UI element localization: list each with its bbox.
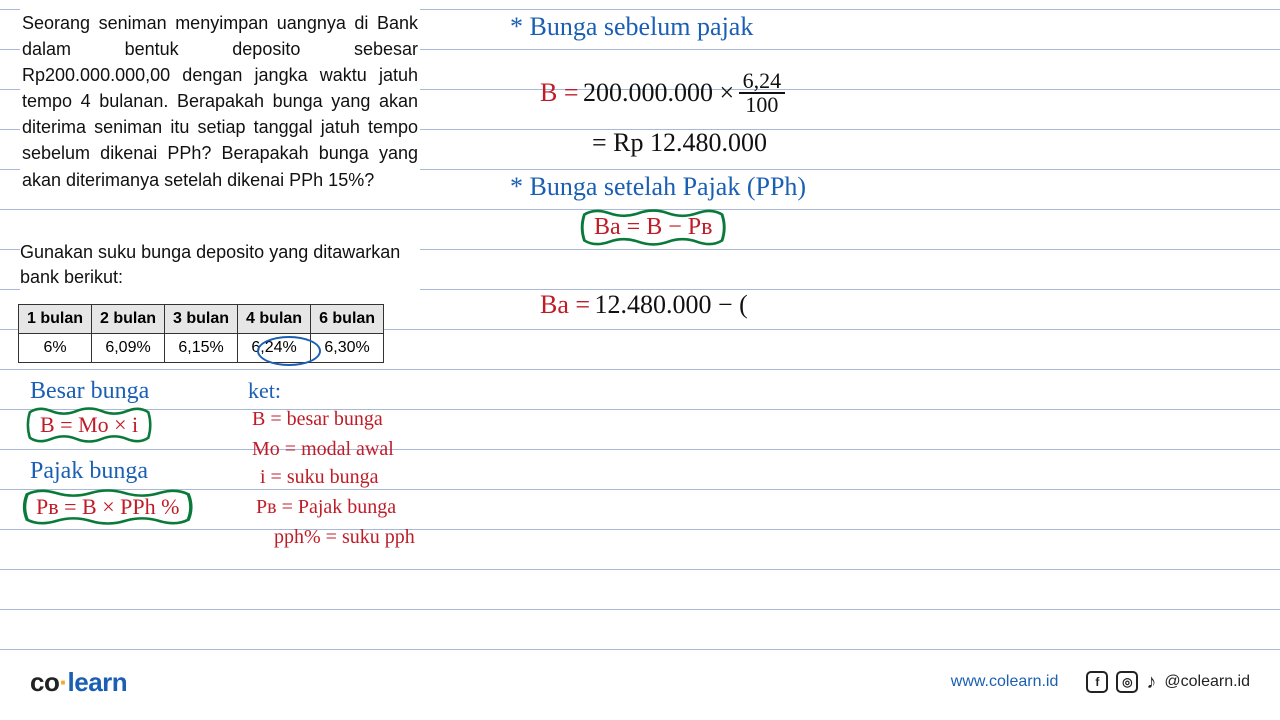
table-header: 3 bulan bbox=[165, 305, 238, 334]
facebook-icon: f bbox=[1086, 671, 1108, 693]
logo-dot-icon: · bbox=[59, 667, 67, 697]
table-header: 1 bulan bbox=[19, 305, 92, 334]
note-pajak-bunga-title: Pajak bunga bbox=[30, 458, 148, 485]
social-handle: @colearn.id bbox=[1164, 673, 1250, 691]
ket-line: Pʙ = Pajak bunga bbox=[256, 496, 396, 519]
table-cell: 6,24% bbox=[238, 334, 311, 363]
calc-rhs: 200.000.000 × bbox=[583, 78, 734, 107]
ket-label: ket: bbox=[248, 378, 281, 404]
note-besar-bunga-title: Besar bunga bbox=[30, 378, 149, 405]
table-header: 6 bulan bbox=[311, 305, 384, 334]
interest-rate-table: 1 bulan 2 bulan 3 bulan 4 bulan 6 bulan … bbox=[18, 304, 384, 363]
frac-den: 100 bbox=[739, 94, 786, 116]
frac-num: 6,24 bbox=[739, 70, 786, 94]
formula-pajak-bunga: Pʙ = B × PPh % bbox=[26, 492, 189, 522]
logo-co: co bbox=[30, 667, 59, 697]
footer-bar: co·learn www.colearn.id f ◎ ♪ @colearn.i… bbox=[0, 662, 1280, 702]
table-cell: 6,15% bbox=[165, 334, 238, 363]
table-header: 4 bulan bbox=[238, 305, 311, 334]
heading-bunga-sebelum: * Bunga sebelum pajak bbox=[510, 12, 753, 42]
calc-line-1: B = 200.000.000 × 6,24 100 bbox=[540, 74, 785, 120]
ket-line: i = suku bunga bbox=[260, 466, 379, 489]
logo-learn: learn bbox=[68, 667, 128, 697]
tiktok-icon: ♪ bbox=[1146, 671, 1156, 694]
problem-subtext: Gunakan suku bunga deposito yang ditawar… bbox=[20, 240, 420, 290]
ket-line: pph% = suku pph bbox=[274, 526, 415, 549]
table-header: 2 bulan bbox=[92, 305, 165, 334]
table-cell: 6,09% bbox=[92, 334, 165, 363]
formula-ba: Ba = B − Pʙ bbox=[584, 212, 722, 243]
calc-ba-label: Ba = bbox=[540, 290, 590, 319]
problem-statement: Seorang seniman menyimpan uangnya di Ban… bbox=[20, 8, 420, 195]
calc-lhs: B = bbox=[540, 78, 579, 107]
instagram-icon: ◎ bbox=[1116, 671, 1138, 693]
calc-result-1: = Rp 12.480.000 bbox=[592, 128, 767, 158]
colearn-logo: co·learn bbox=[30, 667, 127, 698]
ket-line: Mo = modal awal bbox=[252, 438, 394, 461]
calc-line-2: Ba = 12.480.000 − ( bbox=[540, 290, 748, 320]
footer-right: www.colearn.id f ◎ ♪ @colearn.id bbox=[951, 671, 1250, 694]
table-cell: 6,30% bbox=[311, 334, 384, 363]
footer-url: www.colearn.id bbox=[951, 673, 1059, 691]
calc-ba-expr: 12.480.000 − ( bbox=[595, 290, 748, 319]
social-icons: f ◎ ♪ @colearn.id bbox=[1086, 671, 1250, 694]
ket-line: B = besar bunga bbox=[252, 408, 383, 431]
heading-bunga-setelah: * Bunga setelah Pajak (PPh) bbox=[510, 172, 806, 202]
table-cell: 6% bbox=[19, 334, 92, 363]
formula-besar-bunga: B = Mo × i bbox=[30, 410, 148, 440]
